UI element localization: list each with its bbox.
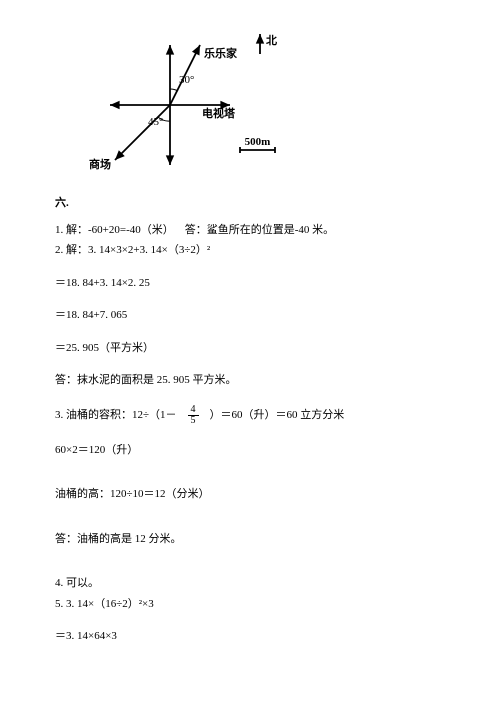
- svg-text:30°: 30°: [179, 74, 194, 86]
- svg-text:500m: 500m: [245, 136, 271, 148]
- text-line: 5. 3. 14×（16÷2）²×3: [55, 596, 445, 613]
- text-line: ＝18. 84+3. 14×2. 25: [55, 275, 445, 292]
- text-line: 4. 可以。: [55, 575, 445, 592]
- text-line: 答：抹水泥的面积是 25. 905 平方米。: [55, 372, 445, 389]
- direction-diagram: 乐乐家电视塔商场 30° 45° 500m 北: [80, 20, 280, 175]
- text-line-fraction: 3. 油桶的容积：12÷（1－ 45 ）＝60（升）＝60 立方分米: [55, 405, 445, 426]
- text-line: 答：油桶的高是 12 分米。: [55, 531, 445, 548]
- text-line: 2. 解：3. 14×3×2+3. 14×（3÷2）²: [55, 242, 445, 259]
- text-line: 60×2＝120（升）: [55, 442, 445, 459]
- content-body: 六. 1. 解：-60+20=-40（米） 答：鲨鱼所在的位置是-40 米。 2.…: [55, 195, 445, 649]
- north-label: 北: [266, 32, 277, 48]
- svg-text:商场: 商场: [89, 157, 111, 171]
- diagram-svg: 乐乐家电视塔商场 30° 45° 500m: [80, 20, 280, 175]
- lines-container: 1. 解：-60+20=-40（米） 答：鲨鱼所在的位置是-40 米。 2. 解：…: [55, 222, 445, 645]
- svg-text:45°: 45°: [148, 116, 163, 128]
- text-line: ＝25. 905（平方米）: [55, 340, 445, 357]
- svg-text:电视塔: 电视塔: [202, 106, 236, 120]
- svg-text:乐乐家: 乐乐家: [204, 46, 238, 60]
- fraction: 45: [188, 405, 199, 426]
- text-line: 1. 解：-60+20=-40（米） 答：鲨鱼所在的位置是-40 米。: [55, 222, 445, 239]
- text-line: 油桶的高：120÷10＝12（分米）: [55, 486, 445, 503]
- section-header: 六.: [55, 195, 445, 212]
- text-line: ＝18. 84+7. 065: [55, 307, 445, 324]
- text-line: ＝3. 14×64×3: [55, 628, 445, 645]
